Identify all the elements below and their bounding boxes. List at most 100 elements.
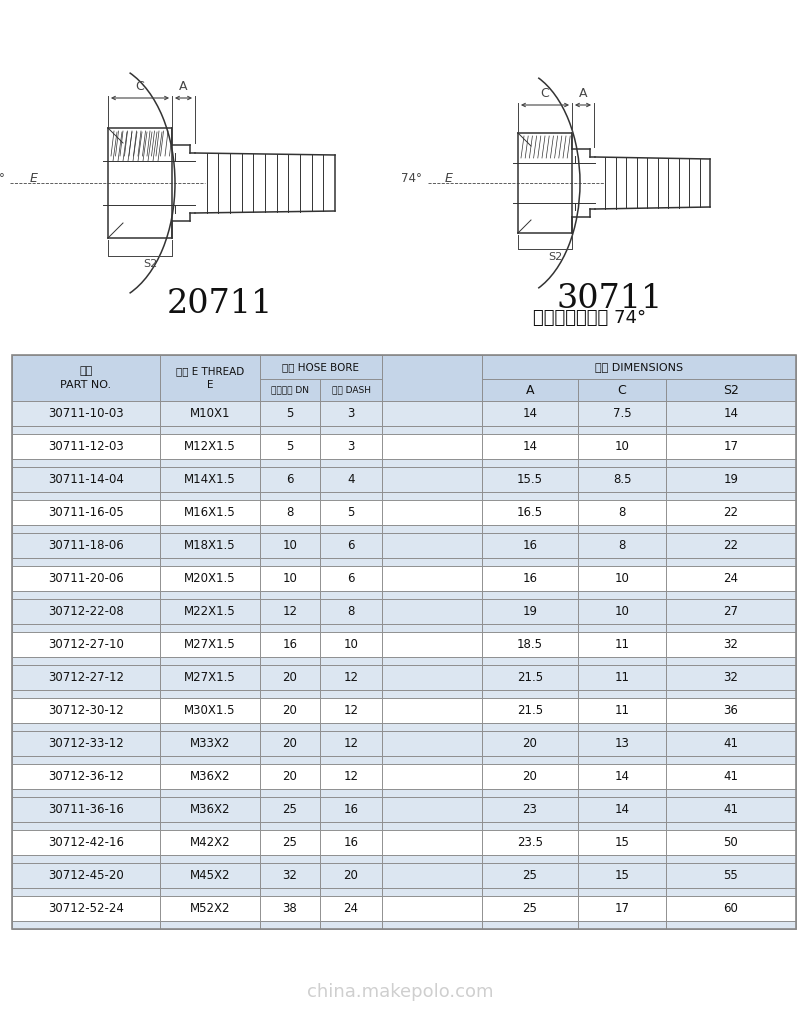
Bar [320,690,382,698]
Bar [382,500,482,525]
Text: M52X2: M52X2 [190,902,230,915]
Bar [482,492,578,500]
Text: 30711-10-03: 30711-10-03 [48,407,124,420]
Bar [260,731,320,756]
Text: 8: 8 [347,605,354,618]
Bar [12,690,160,698]
Bar [482,632,578,657]
Text: 41: 41 [723,803,738,816]
Text: 3: 3 [347,407,354,420]
Bar [12,566,160,591]
Bar [578,401,666,426]
Bar [482,897,578,921]
Text: 12: 12 [343,671,358,684]
Bar [260,698,320,723]
Bar [578,426,666,434]
Bar [578,764,666,789]
Text: 尺寸 DIMENSIONS: 尺寸 DIMENSIONS [595,362,683,372]
Text: M27X1.5: M27X1.5 [184,638,236,651]
Text: 14: 14 [614,770,630,783]
Bar [12,355,160,401]
Bar [482,624,578,632]
Text: 16: 16 [343,836,358,849]
Text: A: A [179,80,188,93]
Text: 19: 19 [723,473,738,486]
Bar [160,855,260,863]
Text: 30712-36-12: 30712-36-12 [48,770,124,783]
Bar [578,789,666,797]
Text: 8: 8 [286,506,294,519]
Bar [260,525,320,533]
Bar [12,401,160,426]
Bar [320,756,382,764]
Text: 11: 11 [614,704,630,717]
Text: 公称内径 DN: 公称内径 DN [271,386,309,394]
Bar [482,756,578,764]
Text: 8: 8 [618,506,626,519]
Bar [578,558,666,566]
Bar [160,599,260,624]
Text: 代号
PART NO.: 代号 PART NO. [61,367,111,390]
Text: 13: 13 [614,737,630,750]
Bar [578,698,666,723]
Bar [12,723,160,731]
Bar [12,756,160,764]
Bar [578,855,666,863]
Bar [482,566,578,591]
Text: 11: 11 [614,638,630,651]
Bar [382,459,482,467]
Bar [12,863,160,888]
Text: 15.5: 15.5 [517,473,543,486]
Text: 5: 5 [347,506,354,519]
Text: 24: 24 [723,572,738,585]
Bar [666,921,796,929]
Bar [12,657,160,665]
Bar [482,379,578,401]
Bar [260,533,320,558]
Bar [382,830,482,855]
Bar [160,591,260,599]
Bar [320,797,382,822]
Bar [382,731,482,756]
Bar [260,599,320,624]
Bar [260,459,320,467]
Bar [320,789,382,797]
Bar [482,822,578,830]
Bar [482,690,578,698]
Bar [666,731,796,756]
Bar [482,434,578,459]
Bar [482,459,578,467]
Bar [482,665,578,690]
Bar [12,434,160,459]
Text: 30711-12-03: 30711-12-03 [48,440,124,453]
Text: 螺纹 E THREAD
E: 螺纹 E THREAD E [176,367,244,390]
Bar [666,492,796,500]
Bar [382,632,482,657]
Bar [578,379,666,401]
Text: 21.5: 21.5 [517,704,543,717]
Bar [12,591,160,599]
Bar [260,921,320,929]
Bar [666,888,796,897]
Bar [578,467,666,492]
Text: 30712-52-24: 30712-52-24 [48,902,124,915]
Bar [260,855,320,863]
Bar [382,558,482,566]
Bar [382,665,482,690]
Bar [382,822,482,830]
Bar [666,690,796,698]
Bar [320,822,382,830]
Bar [160,863,260,888]
Text: 50: 50 [724,836,738,849]
Bar [666,855,796,863]
Bar [160,558,260,566]
Bar [160,665,260,690]
Bar [320,888,382,897]
Bar [482,855,578,863]
Text: 30711-18-06: 30711-18-06 [48,539,124,552]
Bar [12,855,160,863]
Text: 25: 25 [282,836,298,849]
Text: E: E [445,171,453,184]
Bar [482,888,578,897]
Bar [578,566,666,591]
